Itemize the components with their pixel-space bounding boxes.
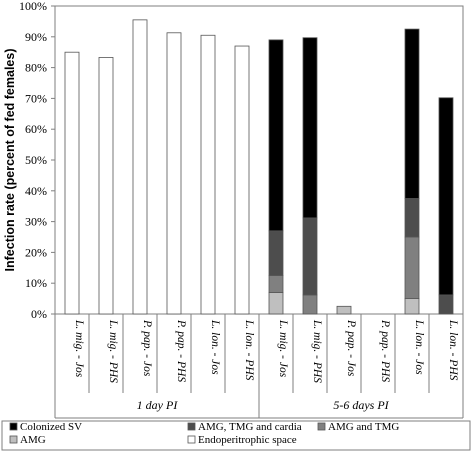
- bar-segment-endoperitrophic-space: [98, 57, 114, 315]
- bar-segment-amg-tmg-and-cardia: [268, 230, 284, 276]
- bar-segment-amg: [404, 298, 420, 315]
- plot-area-border: [54, 5, 464, 315]
- y-tick-label: 10%: [25, 276, 47, 290]
- x-tick-label: L. lon. - Jos: [209, 319, 221, 375]
- y-tick-label: 40%: [25, 184, 47, 198]
- x-tick-label: P. pap. - Jos: [345, 319, 357, 377]
- legend-swatch: [317, 422, 326, 431]
- bar-segment-amg-and-tmg: [268, 275, 284, 293]
- bar-segment-amg-tmg-and-cardia: [404, 198, 420, 238]
- legend-swatch: [9, 422, 18, 431]
- bar-segment-colonized-sv: [268, 39, 284, 232]
- group-label: 1 day PI: [137, 398, 179, 412]
- legend-swatch: [187, 435, 196, 444]
- bar-segment-endoperitrophic-space: [166, 32, 182, 315]
- bar-segment-amg-tmg-and-cardia: [302, 217, 318, 296]
- x-tick-label: P. pap. - PHS: [175, 319, 187, 382]
- y-tick-label: 50%: [25, 153, 47, 167]
- y-tick-label: 0%: [31, 307, 47, 321]
- legend-label: Colonized SV: [20, 421, 82, 433]
- bar-segment-colonized-sv: [404, 28, 420, 199]
- bar-segment-endoperitrophic-space: [64, 51, 80, 315]
- y-tick-label: 80%: [25, 61, 47, 75]
- legend-swatch: [9, 435, 18, 444]
- x-tick-label: P. pap. - Jos: [141, 319, 153, 377]
- bar-segment-amg-and-tmg: [302, 294, 318, 315]
- y-tick-label: 60%: [25, 122, 47, 136]
- legend-box: [1, 420, 471, 451]
- x-tick-label: P. pap. - PHS: [379, 319, 391, 382]
- legend-label: AMG: [20, 434, 46, 446]
- bar-segment-amg-tmg-and-cardia: [438, 294, 454, 315]
- y-tick-label: 30%: [25, 215, 47, 229]
- x-tick-label: L. mig. - Jos: [277, 319, 289, 378]
- bar-segment-endoperitrophic-space: [200, 34, 216, 315]
- bar-segment-endoperitrophic-space: [132, 19, 148, 315]
- bar-segment-colonized-sv: [438, 97, 454, 296]
- y-tick-label: 20%: [25, 245, 47, 259]
- x-tick-label: L. mig. - PHS: [107, 319, 119, 383]
- bar-segment-amg: [336, 305, 352, 315]
- bar-segment-colonized-sv: [302, 37, 318, 219]
- x-tick-label: L. mig. - PHS: [311, 319, 323, 383]
- group-label: 5-6 days PI: [333, 398, 389, 412]
- y-tick-label: 90%: [25, 30, 47, 44]
- x-tick-label: L. lon. - PHS: [447, 319, 459, 381]
- x-tick-label: L. mig. - Jos: [73, 319, 85, 378]
- y-tick-label: 100%: [19, 0, 47, 13]
- y-tick-label: 70%: [25, 91, 47, 105]
- legend-swatch: [187, 422, 196, 431]
- x-tick-label: L. lon. - Jos: [413, 319, 425, 375]
- bar-segment-endoperitrophic-space: [234, 45, 250, 315]
- x-tick-label: L. lon. - PHS: [243, 319, 255, 381]
- bar-segment-amg-and-tmg: [404, 236, 420, 299]
- legend-label: AMG and TMG: [328, 421, 399, 433]
- legend-label: AMG, TMG and cardia: [198, 421, 302, 433]
- legend-label: Endoperitrophic space: [198, 434, 297, 446]
- y-axis-title: Infection rate (percent of fed females): [3, 49, 17, 272]
- bar-segment-amg: [268, 292, 284, 315]
